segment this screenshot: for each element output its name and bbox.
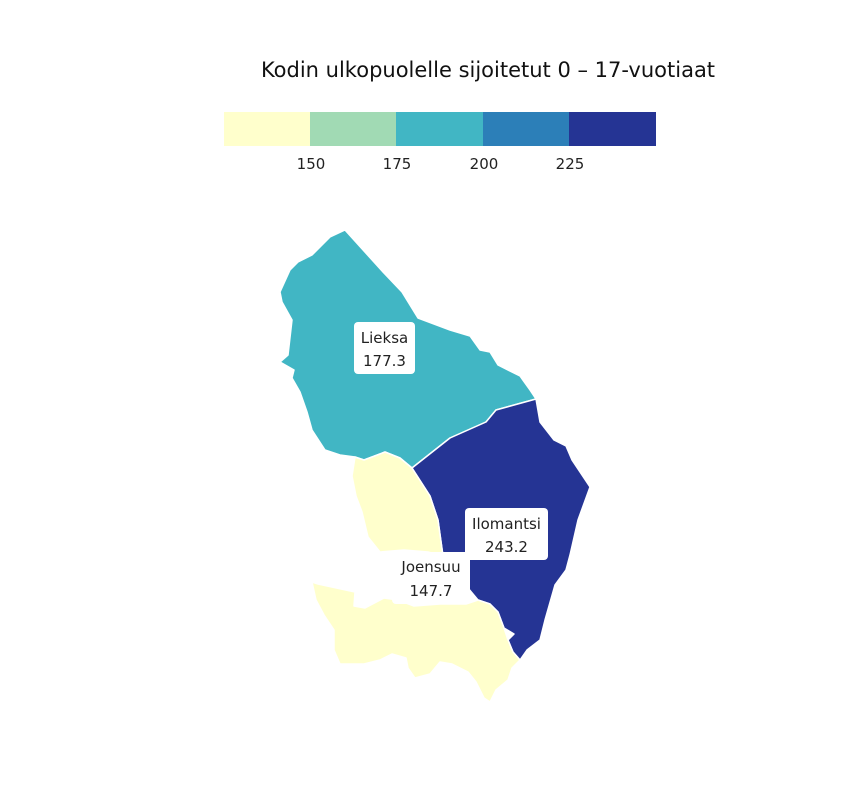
region-name: Lieksa: [361, 329, 408, 347]
region-label-ilomantsi: Ilomantsi 243.2: [465, 508, 548, 560]
legend-tick-label: 150: [297, 155, 326, 173]
region-labels: Lieksa 177.3 Ilomantsi 243.2 Joensuu 147…: [354, 322, 548, 604]
label-box: [465, 508, 548, 560]
legend-tick-label: 225: [556, 155, 585, 173]
region-value: 243.2: [485, 538, 528, 556]
legend-swatch-2: [310, 112, 397, 146]
region-value: 147.7: [410, 582, 453, 600]
legend-swatch-1: [224, 112, 311, 146]
map-regions: [279, 229, 591, 703]
legend-swatch-4: [483, 112, 570, 146]
region-label-joensuu: Joensuu 147.7: [392, 552, 470, 604]
label-box: [354, 322, 415, 374]
legend-tick-label: 175: [383, 155, 412, 173]
label-box: [392, 552, 470, 604]
map-title: Kodin ulkopuolelle sijoitetut 0 – 17-vuo…: [261, 58, 715, 82]
region-label-lieksa: Lieksa 177.3: [354, 322, 415, 374]
color-legend: 150 175 200 225: [224, 112, 656, 173]
legend-swatch-5: [569, 112, 656, 146]
region-name: Joensuu: [400, 558, 460, 576]
region-value: 177.3: [363, 352, 406, 370]
legend-tick-label: 200: [470, 155, 499, 173]
legend-swatch-3: [396, 112, 484, 146]
region-name: Ilomantsi: [472, 515, 541, 533]
